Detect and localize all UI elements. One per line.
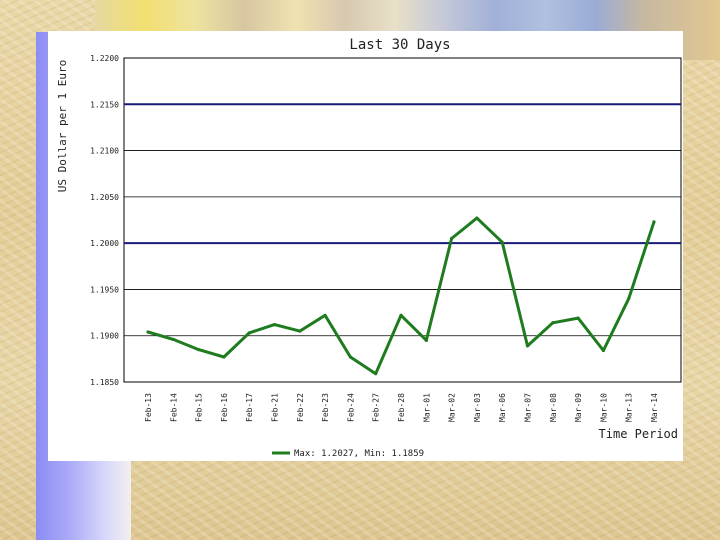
plot-frame <box>123 57 682 383</box>
data-point <box>272 323 277 327</box>
data-point <box>652 220 656 224</box>
y-tick-label: 1.2100 <box>90 147 119 156</box>
x-tick-label: Feb-22 <box>296 393 305 422</box>
x-tick-label: Mar-03 <box>473 393 482 422</box>
x-tick-label: Feb-28 <box>397 393 406 422</box>
x-tick-label: Mar-02 <box>448 393 457 422</box>
x-tick-label: Mar-01 <box>422 393 431 422</box>
data-point <box>146 330 150 334</box>
data-point <box>576 316 580 320</box>
y-tick-label: 1.2050 <box>90 193 119 202</box>
data-point <box>627 297 631 301</box>
y-axis-label: US Dollar per 1 Euro <box>56 60 69 192</box>
x-tick-label: Feb-24 <box>346 393 355 422</box>
x-tick-label: Mar-06 <box>498 393 507 422</box>
y-tick-label: 1.2000 <box>90 239 119 248</box>
data-point <box>171 337 175 342</box>
chart-title: Last 30 Days <box>349 37 450 53</box>
y-tick-label: 1.1950 <box>90 285 119 294</box>
y-tick-label: 1.1900 <box>90 332 119 341</box>
y-tick-label: 1.1850 <box>90 378 119 387</box>
data-point <box>222 355 226 359</box>
data-point <box>551 321 555 325</box>
y-tick-label: 1.2150 <box>90 100 119 109</box>
data-point <box>197 348 201 352</box>
grid-layer <box>123 57 682 383</box>
data-point <box>525 344 530 348</box>
x-tick-label: Mar-08 <box>549 393 558 422</box>
x-tick-label: Feb-23 <box>321 393 330 422</box>
series-layer <box>146 216 656 376</box>
y-tick-label: 1.2200 <box>90 54 119 63</box>
x-tick-label: Feb-27 <box>372 393 381 422</box>
data-point <box>247 331 251 335</box>
x-axis-label: Time Period <box>599 427 678 441</box>
legend-label: Max: 1.2027, Min: 1.1859 <box>294 449 424 459</box>
data-point <box>399 313 403 317</box>
x-tick-label: Mar-14 <box>650 393 659 422</box>
data-point <box>348 355 352 359</box>
x-tick-label: Mar-07 <box>524 393 533 422</box>
tick-label-layer: 1.2200 1.2150 1.2100 1.2050 1.2000 1.1950 1.19… <box>90 54 659 422</box>
x-tick-label: Feb-14 <box>169 393 178 422</box>
data-point <box>298 329 302 333</box>
x-tick-label: Mar-10 <box>599 393 608 422</box>
data-point <box>424 338 428 342</box>
x-tick-label: Mar-13 <box>625 393 634 422</box>
x-tick-label: Feb-13 <box>144 393 153 422</box>
data-point <box>374 372 378 376</box>
x-tick-label: Feb-17 <box>245 393 254 422</box>
data-point <box>500 240 504 244</box>
x-tick-label: Feb-21 <box>271 393 280 422</box>
legend: Max: 1.2027, Min: 1.1859 <box>272 449 424 459</box>
series-line <box>147 216 656 376</box>
x-tick-label: Feb-16 <box>220 393 229 422</box>
chart-panel <box>48 31 683 461</box>
data-point <box>323 313 327 317</box>
data-point <box>475 216 479 220</box>
data-point <box>450 236 454 241</box>
data-point <box>601 348 606 353</box>
x-tick-label: Feb-15 <box>195 393 204 422</box>
x-tick-label: Mar-09 <box>574 393 583 422</box>
